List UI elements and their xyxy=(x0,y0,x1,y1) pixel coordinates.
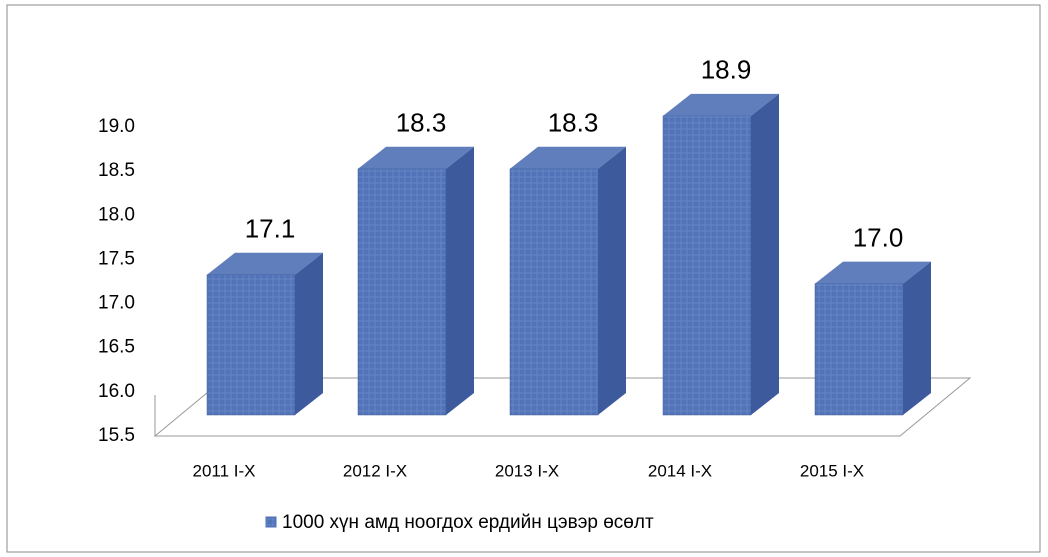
bar-side xyxy=(295,252,323,415)
bar-side xyxy=(598,146,626,416)
y-tick-label: 18.0 xyxy=(98,204,135,225)
value-label: 18.9 xyxy=(701,55,752,85)
bar-top xyxy=(207,252,323,275)
bar-front xyxy=(357,168,447,416)
value-label: 18.3 xyxy=(548,108,599,138)
bar-front xyxy=(509,168,599,416)
y-tick-label: 16.0 xyxy=(98,381,135,402)
bar-top xyxy=(663,93,779,116)
y-tick-label: 18.5 xyxy=(98,160,135,181)
bar-side xyxy=(903,261,931,415)
bar-side xyxy=(446,146,474,416)
y-tick-label: 16.5 xyxy=(98,337,135,358)
x-tick-label: 2015 I-X xyxy=(800,461,864,480)
bar-front xyxy=(662,115,752,416)
bar-top xyxy=(815,261,931,284)
y-tick-label: 15.5 xyxy=(98,425,135,446)
legend-label: 1000 хүн амд ноогдох ердийн цэвэр өсөлт xyxy=(282,512,654,533)
value-label: 18.3 xyxy=(396,108,447,138)
bar-top xyxy=(358,146,474,169)
x-tick-label: 2013 I-X xyxy=(495,461,559,480)
y-tick-label: 17.5 xyxy=(98,248,135,269)
x-tick-label: 2012 I-X xyxy=(343,461,407,480)
x-tick-label: 2014 I-X xyxy=(648,461,712,480)
value-label: 17.0 xyxy=(853,222,904,252)
value-label: 17.1 xyxy=(245,214,296,244)
bar-front xyxy=(814,283,904,416)
y-tick-label: 17.0 xyxy=(98,293,135,314)
y-tick-label: 19.0 xyxy=(98,116,135,137)
legend-swatch xyxy=(265,516,277,528)
bar-front xyxy=(206,274,296,416)
x-tick-label: 2011 I-X xyxy=(192,461,255,480)
bar-side xyxy=(751,93,779,415)
bar-top xyxy=(510,146,626,169)
